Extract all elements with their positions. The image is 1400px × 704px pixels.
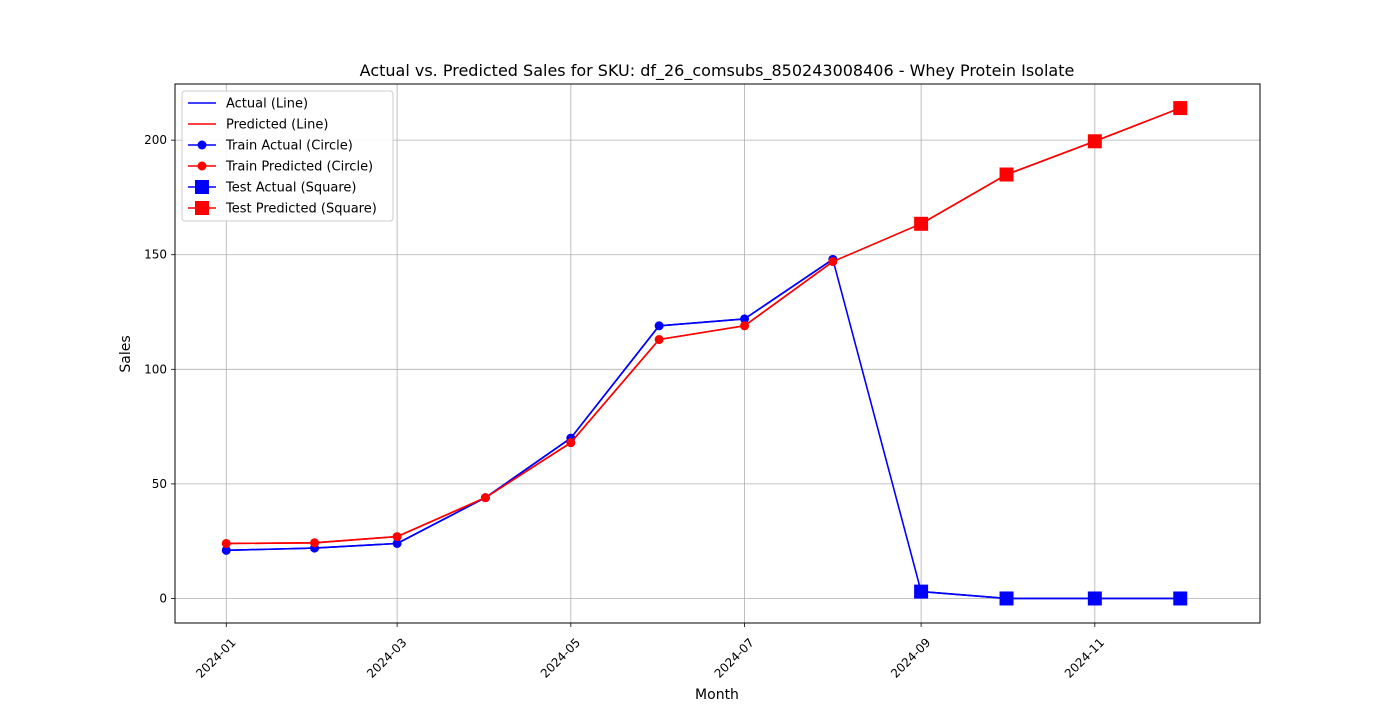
data-point-square xyxy=(999,591,1014,606)
data-point-square xyxy=(914,584,929,599)
legend: Actual (Line) Predicted (Line) Train Actua… xyxy=(181,90,394,222)
chart-title: Actual vs. Predicted Sales for SKU: df_2… xyxy=(360,61,1075,81)
legend-box xyxy=(181,90,394,222)
y-tick-label: 0 xyxy=(159,591,167,605)
legend-marker-square xyxy=(195,180,209,194)
legend-label: Train Actual (Circle) xyxy=(225,139,353,154)
data-point-circle xyxy=(221,538,231,548)
plot-frame xyxy=(174,83,1261,624)
series-line xyxy=(226,258,834,552)
legend-label: Train Predicted (Circle) xyxy=(225,160,373,175)
series-0 xyxy=(226,258,1181,600)
series-5 xyxy=(914,101,1188,231)
x-tick-label: 2024-09 xyxy=(888,635,933,680)
y-tick-label: 150 xyxy=(144,248,167,262)
x-tick-label: 2024-05 xyxy=(538,635,583,680)
legend-label: Actual (Line) xyxy=(226,97,308,112)
legend-marker-square xyxy=(195,201,209,215)
data-point-circle xyxy=(480,493,490,503)
series-line xyxy=(226,258,1181,600)
series-3 xyxy=(221,257,838,548)
series-line xyxy=(921,590,1181,600)
x-tick-label: 2024-11 xyxy=(1062,635,1107,680)
legend-marker-circle xyxy=(197,161,207,171)
data-point-square xyxy=(1173,591,1188,606)
data-point-circle xyxy=(740,321,750,331)
x-tick-label: 2024-07 xyxy=(712,635,757,680)
data-point-circle xyxy=(392,538,402,548)
series-4 xyxy=(914,584,1188,606)
legend-item: Predicted (Line) xyxy=(188,118,328,133)
legend-label: Predicted (Line) xyxy=(226,118,328,133)
data-point-circle xyxy=(221,545,231,555)
data-point-square xyxy=(914,216,929,231)
series-layer xyxy=(221,101,1188,606)
data-point-square xyxy=(1087,591,1102,606)
legend-label: Test Actual (Square) xyxy=(225,181,357,196)
y-axis-label: Sales xyxy=(118,335,134,372)
data-point-circle xyxy=(566,438,576,448)
y-tick-label: 50 xyxy=(152,477,167,491)
legend-item: Train Predicted (Circle) xyxy=(188,160,373,175)
legend-item: Test Predicted (Square) xyxy=(188,201,377,217)
legend-marker-circle xyxy=(197,140,207,150)
data-point-square xyxy=(1087,134,1102,149)
series-line xyxy=(920,107,1181,225)
x-tick-label: 2024-01 xyxy=(193,635,238,680)
data-point-circle xyxy=(392,532,402,542)
legend-item: Test Actual (Square) xyxy=(188,180,357,196)
series-2 xyxy=(221,254,838,555)
data-point-circle xyxy=(654,335,664,345)
legend-label: Test Predicted (Square) xyxy=(225,202,377,217)
data-point-square xyxy=(999,167,1014,182)
legend-item: Train Actual (Circle) xyxy=(188,139,353,154)
legend-item: Actual (Line) xyxy=(188,97,308,112)
data-point-circle xyxy=(740,314,750,324)
y-tick-label: 200 xyxy=(144,133,167,147)
series-line xyxy=(226,260,834,545)
x-tick-label: 2024-03 xyxy=(364,635,409,680)
data-point-square xyxy=(1173,101,1188,116)
y-tick-label: 100 xyxy=(144,362,167,376)
data-point-circle xyxy=(828,257,838,267)
data-point-circle xyxy=(310,538,320,548)
data-point-circle xyxy=(654,321,664,331)
x-axis-label: Month xyxy=(695,687,739,700)
